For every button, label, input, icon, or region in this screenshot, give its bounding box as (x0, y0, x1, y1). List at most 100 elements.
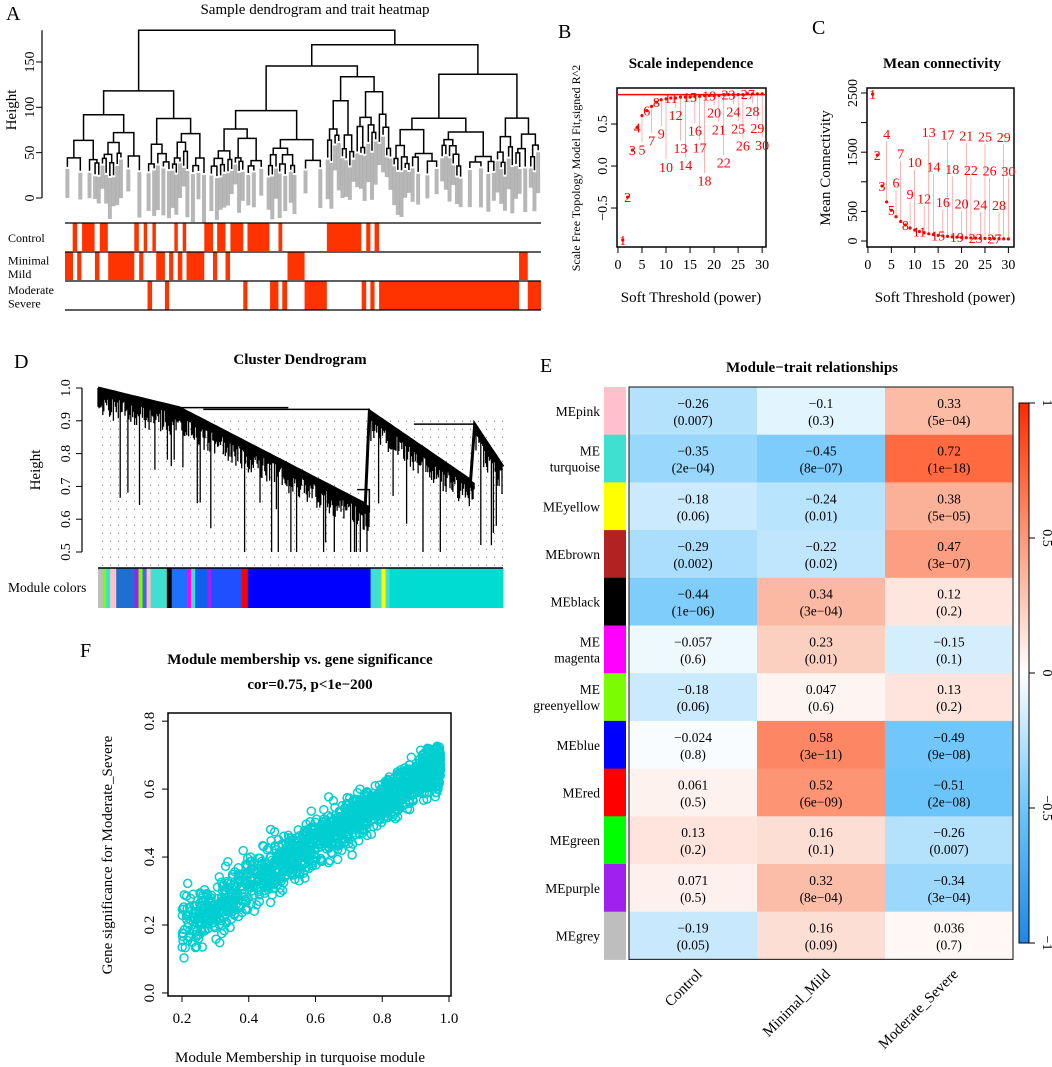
a-dendrogram-branch (360, 146, 366, 154)
power-point-label: 29 (750, 122, 764, 137)
power-point-label: 2 (624, 191, 631, 206)
a-trait-cell (519, 252, 528, 280)
a-sample-label-mark (155, 165, 160, 211)
power-point-label: 20 (707, 106, 721, 121)
d-dendrogram-merge (179, 406, 476, 513)
d-guide-dot (182, 468, 183, 470)
x-tick-label: 20 (707, 258, 721, 273)
d-guide-dot (502, 564, 503, 566)
d-guide-dot (222, 556, 223, 558)
d-guide-dot (222, 476, 223, 478)
d-guide-dot (294, 556, 295, 558)
e-colorbar-tick-label: −1 (1039, 936, 1052, 951)
d-guide-dot (414, 420, 415, 422)
e-cell-pvalue: (0.007) (929, 842, 968, 857)
d-guide-dot (342, 444, 343, 446)
d-guide-dot (278, 452, 279, 454)
d-guide-dot (182, 500, 183, 502)
d-guide-dot (254, 468, 255, 470)
a-trait-label: Mild (8, 267, 31, 281)
f-scatter-point (387, 812, 398, 822)
d-guide-dot (262, 516, 263, 518)
d-guide-dot (350, 452, 351, 454)
d-guide-dot (126, 508, 127, 510)
d-guide-dot (422, 420, 423, 422)
e-column-label: Minimal_Mild (760, 966, 834, 1040)
d-guide-dot (502, 444, 503, 446)
f-y-tick-label: 0.0 (142, 984, 158, 1003)
d-guide-dot (230, 524, 231, 526)
e-cell-correlation: −0.51 (933, 777, 964, 792)
f-scatter-point (422, 775, 432, 786)
d-guide-dot (198, 548, 199, 550)
power-point-label: 11 (664, 92, 677, 107)
f-x-tick-label: 0.4 (239, 1011, 258, 1027)
e-row-label: ME (580, 634, 600, 649)
d-guide-dot (206, 500, 207, 502)
a-trait-cell (169, 252, 174, 280)
x-tick-label: 20 (955, 258, 969, 273)
d-guide-dot (494, 548, 495, 550)
a-sample-label-mark (416, 173, 421, 205)
d-guide-dot (214, 492, 215, 494)
d-guide-dot (310, 492, 311, 494)
a-sample-label-mark (377, 143, 382, 166)
d-guide-dot (374, 548, 375, 550)
a-trait-cell (278, 223, 283, 251)
d-guide-dot (150, 428, 151, 430)
e-colorbar (1018, 402, 1030, 944)
d-guide-dot (102, 524, 103, 526)
d-guide-dot (374, 460, 375, 462)
y-tick-label: 2500 (846, 79, 861, 107)
a-sample-label-mark (403, 170, 408, 198)
d-guide-dot (438, 436, 439, 438)
e-heatmap-cell (629, 673, 758, 722)
d-guide-dot (382, 492, 383, 494)
d-guide-dot (326, 468, 327, 470)
d-guide-dot (126, 420, 127, 422)
d-guide-dot (222, 500, 223, 502)
a-dendrogram-branch (447, 131, 484, 157)
d-guide-dot (470, 524, 471, 526)
e-module-color-swatch (604, 577, 626, 626)
d-guide-dot (150, 444, 151, 446)
d-guide-dot (494, 532, 495, 534)
d-guide-dot (470, 420, 471, 422)
d-guide-dot (150, 436, 151, 438)
d-guide-dot (126, 500, 127, 502)
d-guide-dot (222, 484, 223, 486)
d-guide-dot (494, 484, 495, 486)
x-tick-label: 0 (614, 258, 621, 273)
d-guide-dot (214, 532, 215, 534)
d-guide-dot (118, 532, 119, 534)
d-guide-dot (214, 548, 215, 550)
d-guide-dot (166, 444, 167, 446)
d-guide-dot (254, 484, 255, 486)
d-guide-dot (342, 516, 343, 518)
x-tick-label: 30 (755, 258, 769, 273)
a-dendrogram-branch (66, 157, 82, 171)
d-guide-dot (446, 524, 447, 526)
d-guide-dot (182, 548, 183, 550)
d-guide-dot (302, 524, 303, 526)
d-guide-dot (126, 492, 127, 494)
e-heatmap-cell (757, 387, 886, 436)
e-heatmap-cell (629, 816, 758, 865)
a-dendrogram-branch (234, 157, 242, 163)
module-colors-label: Module colors (8, 580, 86, 595)
d-guide-dot (382, 540, 383, 542)
d-guide-dot (342, 460, 343, 462)
e-cell-correlation: −0.44 (677, 587, 708, 602)
d-guide-dot (462, 556, 463, 558)
d-guide-dot (470, 436, 471, 438)
panel-b-xlabel: Soft Threshold (power) (621, 290, 762, 306)
a-sample-label-mark (218, 177, 223, 210)
d-guide-dot (190, 516, 191, 518)
d-guide-dot (222, 516, 223, 518)
f-scatter-point (195, 929, 205, 940)
d-guide-dot (438, 452, 439, 454)
d-guide-dot (222, 532, 223, 534)
e-cell-pvalue: (0.002) (673, 556, 712, 571)
e-module-color-swatch (604, 673, 626, 722)
d-guide-dot (382, 524, 383, 526)
